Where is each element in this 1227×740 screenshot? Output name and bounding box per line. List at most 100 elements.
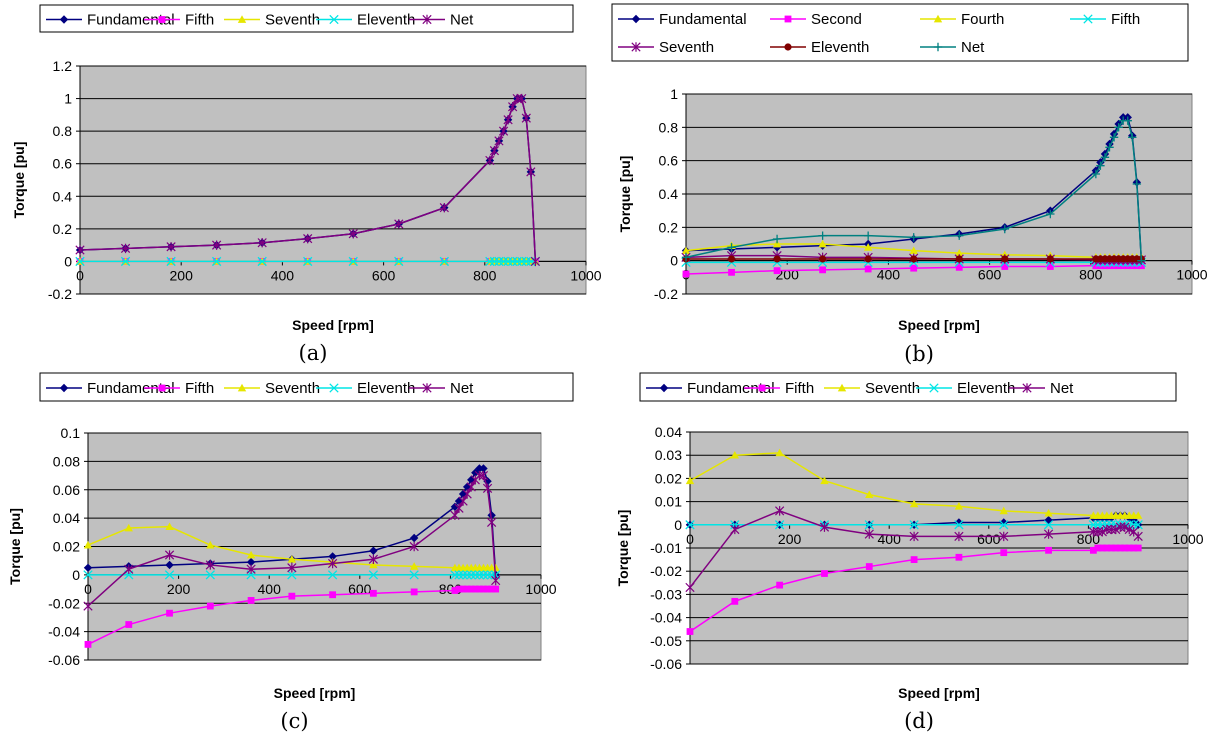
data-point [1097,527,1107,537]
legend-label: Net [961,39,985,56]
y-tick-label: -0.05 [650,633,682,649]
legend: Fundamental Fifth Seventh Eleventh Net [639,372,1177,402]
data-point [246,564,256,574]
legend-marker [659,383,669,393]
y-tick-label: -0.02 [48,595,80,611]
panel-caption: (a) [299,341,328,365]
data-point [451,587,459,594]
data-point [818,231,827,240]
panel-caption: (d) [904,709,934,733]
data-point [1124,524,1134,535]
x-tick-label: 0 [84,581,92,597]
data-point [686,628,694,635]
y-tick-label: 0 [674,517,682,533]
data-point [83,540,93,549]
data-point [954,520,964,530]
data-point [1121,544,1129,552]
y-tick-label: -0.06 [48,652,80,668]
data-point [494,256,504,267]
legend-marker [784,15,792,23]
legend-item-net: Net [920,39,985,56]
data-point [1107,544,1115,552]
data-point [257,256,267,267]
legend-marker [929,383,939,393]
data-point [1000,549,1008,557]
data-point [819,255,827,263]
data-point [999,506,1008,515]
legend-label: Second [811,11,862,28]
data-point [489,145,500,156]
data-point [954,502,964,510]
data-point [1103,544,1111,552]
data-point [327,570,338,580]
data-point [439,256,449,267]
data-point [164,550,175,560]
data-point [1043,529,1054,539]
y-tick-label: -0.01 [650,540,682,556]
data-point [409,570,419,580]
y-tick-label: 0 [72,567,80,583]
legend-marker [158,384,166,392]
legend: Fundamental Second Fourth Fifth Seventh Eleve… [611,3,1189,62]
data-point [1096,161,1105,170]
y-axis-title: Torque [pu] [11,142,27,219]
data-point [491,563,500,572]
chart-4: -0.06-0.05-0.04-0.03-0.02-0.0100.010.020… [615,372,1204,733]
series-net [83,470,501,611]
data-point [512,256,522,267]
data-point [1116,544,1124,552]
legend-item-fifth: Fifth [144,380,214,397]
data-point [206,602,214,610]
data-point [206,540,215,549]
x-tick-label: 400 [877,267,901,283]
legend-marker [837,383,847,392]
legend-label: Fifth [185,12,214,29]
data-point [865,490,874,498]
data-point [1088,520,1099,530]
data-point [450,570,460,580]
data-point [205,570,215,580]
data-point [507,256,518,267]
y-tick-label: -0.04 [650,610,682,626]
data-point [526,256,536,267]
legend-marker [329,383,339,393]
data-point [517,256,527,267]
data-point [329,591,337,599]
data-point [682,270,690,278]
data-point [1110,262,1118,270]
x-axis-title: Speed [rpm] [898,317,980,333]
legend-item-eleventh: Eleventh [316,12,415,29]
data-point [450,502,460,511]
data-point [863,231,873,240]
data-point [727,255,736,263]
data-point [1138,262,1145,270]
series-net [685,506,1143,593]
y-tick-label: 0.02 [53,539,80,555]
data-point [773,267,781,275]
data-point [731,597,739,605]
data-point [394,219,404,229]
data-point [489,256,500,267]
data-point [1001,263,1009,270]
data-point [287,563,297,573]
legend-label: Seventh [265,380,320,397]
data-point [1115,522,1125,532]
data-point [512,93,522,104]
data-point [1125,544,1133,552]
data-point [999,520,1009,530]
data-point [730,524,740,535]
x-tick-label: 800 [1079,267,1103,283]
x-tick-label: 0 [686,531,694,547]
data-point [439,202,449,213]
data-point [75,245,85,255]
data-point [910,255,918,263]
data-point [1134,511,1143,519]
data-point [368,554,379,564]
legend-marker [329,14,339,25]
data-point [955,263,963,271]
y-axis-title: Torque [pu] [7,508,23,585]
data-point [246,550,256,559]
data-point [954,518,964,527]
data-point [772,239,782,248]
data-point [328,552,337,561]
